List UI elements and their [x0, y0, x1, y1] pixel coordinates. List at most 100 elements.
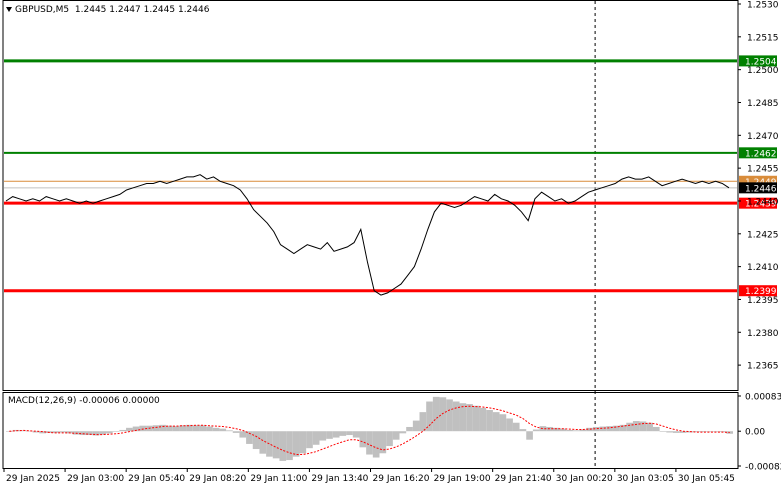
macd-histogram-bar — [339, 431, 347, 436]
level-price-label: 1.2399 — [745, 287, 777, 297]
x-tick-label: 29 Jan 05:40 — [128, 474, 185, 484]
macd-histogram-bar — [252, 431, 260, 450]
macd-histogram-bar — [19, 430, 27, 432]
macd-histogram-bar — [112, 431, 120, 432]
macd-histogram-bar — [259, 431, 267, 454]
macd-histogram-bar — [286, 431, 293, 461]
macd-histogram-bar — [219, 428, 227, 432]
macd-histogram-bar — [492, 412, 500, 432]
macd-histogram-bar — [552, 427, 560, 432]
macd-histogram-bar — [92, 431, 100, 436]
y-tick-label: 1.2530 — [747, 1, 779, 11]
y-tick-label: 1.2425 — [747, 230, 779, 240]
macd-histogram-bar — [166, 425, 173, 432]
macd-histogram-bar — [612, 425, 620, 432]
macd-histogram-bar — [99, 431, 107, 435]
macd-histogram-bar — [606, 426, 613, 432]
level-price-tag — [739, 175, 777, 187]
macd-y-tick-label: -0.00082 — [745, 463, 781, 473]
macd-histogram-bar — [679, 431, 687, 433]
macd-histogram-bar — [659, 431, 667, 432]
macd-histogram-bar — [452, 401, 460, 432]
level-price-tag — [739, 55, 777, 67]
x-tick-label: 30 Jan 03:05 — [617, 474, 674, 484]
macd-histogram-bar — [686, 431, 693, 433]
macd-histogram-bar — [566, 429, 573, 432]
macd-histogram-bar — [279, 431, 287, 461]
x-tick-label: 30 Jan 05:45 — [678, 474, 735, 484]
macd-histogram-bar — [652, 426, 660, 432]
price-panel[interactable] — [2, 0, 739, 391]
macd-histogram-bar — [186, 424, 193, 432]
macd-histogram-bar — [106, 431, 113, 434]
macd-histogram-bar — [559, 428, 567, 432]
macd-y-tick-label: 0.00 — [745, 428, 765, 438]
y-tick-label: 1.2500 — [747, 66, 779, 76]
macd-histogram-bar — [312, 431, 320, 445]
macd-histogram-bar — [506, 418, 513, 432]
y-tick-label: 1.2380 — [747, 329, 779, 339]
level-price-label: 1.2439 — [745, 200, 777, 210]
macd-y-tick-label: 0.00083 — [745, 393, 781, 403]
macd-histogram-bar — [626, 422, 633, 432]
macd-histogram-bar — [292, 431, 300, 457]
y-tick-label: 1.2470 — [747, 132, 779, 142]
macd-histogram-bar — [579, 429, 587, 432]
symbol-label: GBPUSD,M5 — [15, 5, 70, 15]
level-price-tag — [739, 147, 777, 159]
macd-histogram-bar — [66, 431, 73, 434]
x-tick-label: 29 Jan 13:40 — [311, 474, 368, 484]
triangle-down-icon[interactable] — [6, 7, 12, 12]
price-series-line — [5, 174, 730, 296]
y-tick-label: 1.2455 — [747, 165, 779, 175]
macd-histogram-bar — [526, 431, 533, 440]
x-tick-label: 29 Jan 2025 — [6, 474, 60, 484]
macd-histogram-bar — [466, 404, 473, 432]
macd-histogram-bar — [226, 430, 233, 432]
x-tick-label: 29 Jan 21:40 — [495, 474, 552, 484]
macd-histogram-bar — [126, 427, 133, 432]
macd-histogram-bar — [712, 431, 720, 432]
macd-histogram-bar — [206, 426, 213, 432]
macd-histogram-bar — [32, 431, 40, 433]
macd-histogram-bar — [412, 420, 420, 432]
x-tick-label: 30 Jan 00:20 — [556, 474, 613, 484]
macd-histogram-bar — [572, 430, 580, 432]
macd-histogram-bar — [246, 431, 253, 444]
macd-histogram-bar — [499, 414, 507, 432]
macd-signal-line — [9, 405, 730, 455]
macd-histogram-bar — [332, 431, 340, 438]
y-tick-label: 1.2410 — [747, 263, 779, 273]
macd-histogram-bar — [366, 431, 373, 455]
macd-histogram-bar — [52, 431, 60, 433]
ohlc-values: 1.2445 1.2447 1.2445 1.2446 — [74, 5, 210, 15]
macd-histogram-bar — [26, 430, 33, 432]
level-price-label: 1.2462 — [745, 149, 777, 159]
macd-values: -0.00006 0.00000 — [79, 396, 160, 406]
macd-header: MACD(12,26,9) -0.00006 0.00000 — [8, 396, 160, 406]
macd-histogram-bar — [199, 425, 207, 432]
macd-histogram-bar — [459, 403, 467, 432]
macd-histogram-bar — [139, 425, 147, 432]
macd-histogram-bar — [12, 429, 20, 432]
macd-histogram-bar — [639, 421, 647, 432]
x-tick-label: 29 Jan 11:00 — [250, 474, 307, 484]
level-price-tag — [739, 182, 777, 194]
macd-histogram-bar — [519, 429, 527, 432]
macd-histogram-bar — [266, 431, 273, 457]
macd-histogram-bar — [352, 431, 360, 438]
macd-histogram-bar — [692, 431, 700, 433]
macd-histogram-bar — [406, 426, 413, 432]
macd-histogram-bar — [272, 431, 280, 459]
x-tick-label: 29 Jan 03:00 — [67, 474, 124, 484]
macd-histogram-bar — [599, 426, 607, 432]
x-tick-label: 29 Jan 19:00 — [434, 474, 491, 484]
macd-histogram-bar — [132, 426, 140, 432]
level-price-label: 1.2504 — [745, 57, 777, 67]
macd-indicator-label: MACD(12,26,9) — [8, 396, 77, 406]
macd-histogram-bar — [666, 431, 673, 433]
macd-histogram-bar — [306, 431, 313, 449]
macd-histogram-bar — [672, 431, 680, 433]
macd-histogram-bar — [326, 431, 333, 439]
